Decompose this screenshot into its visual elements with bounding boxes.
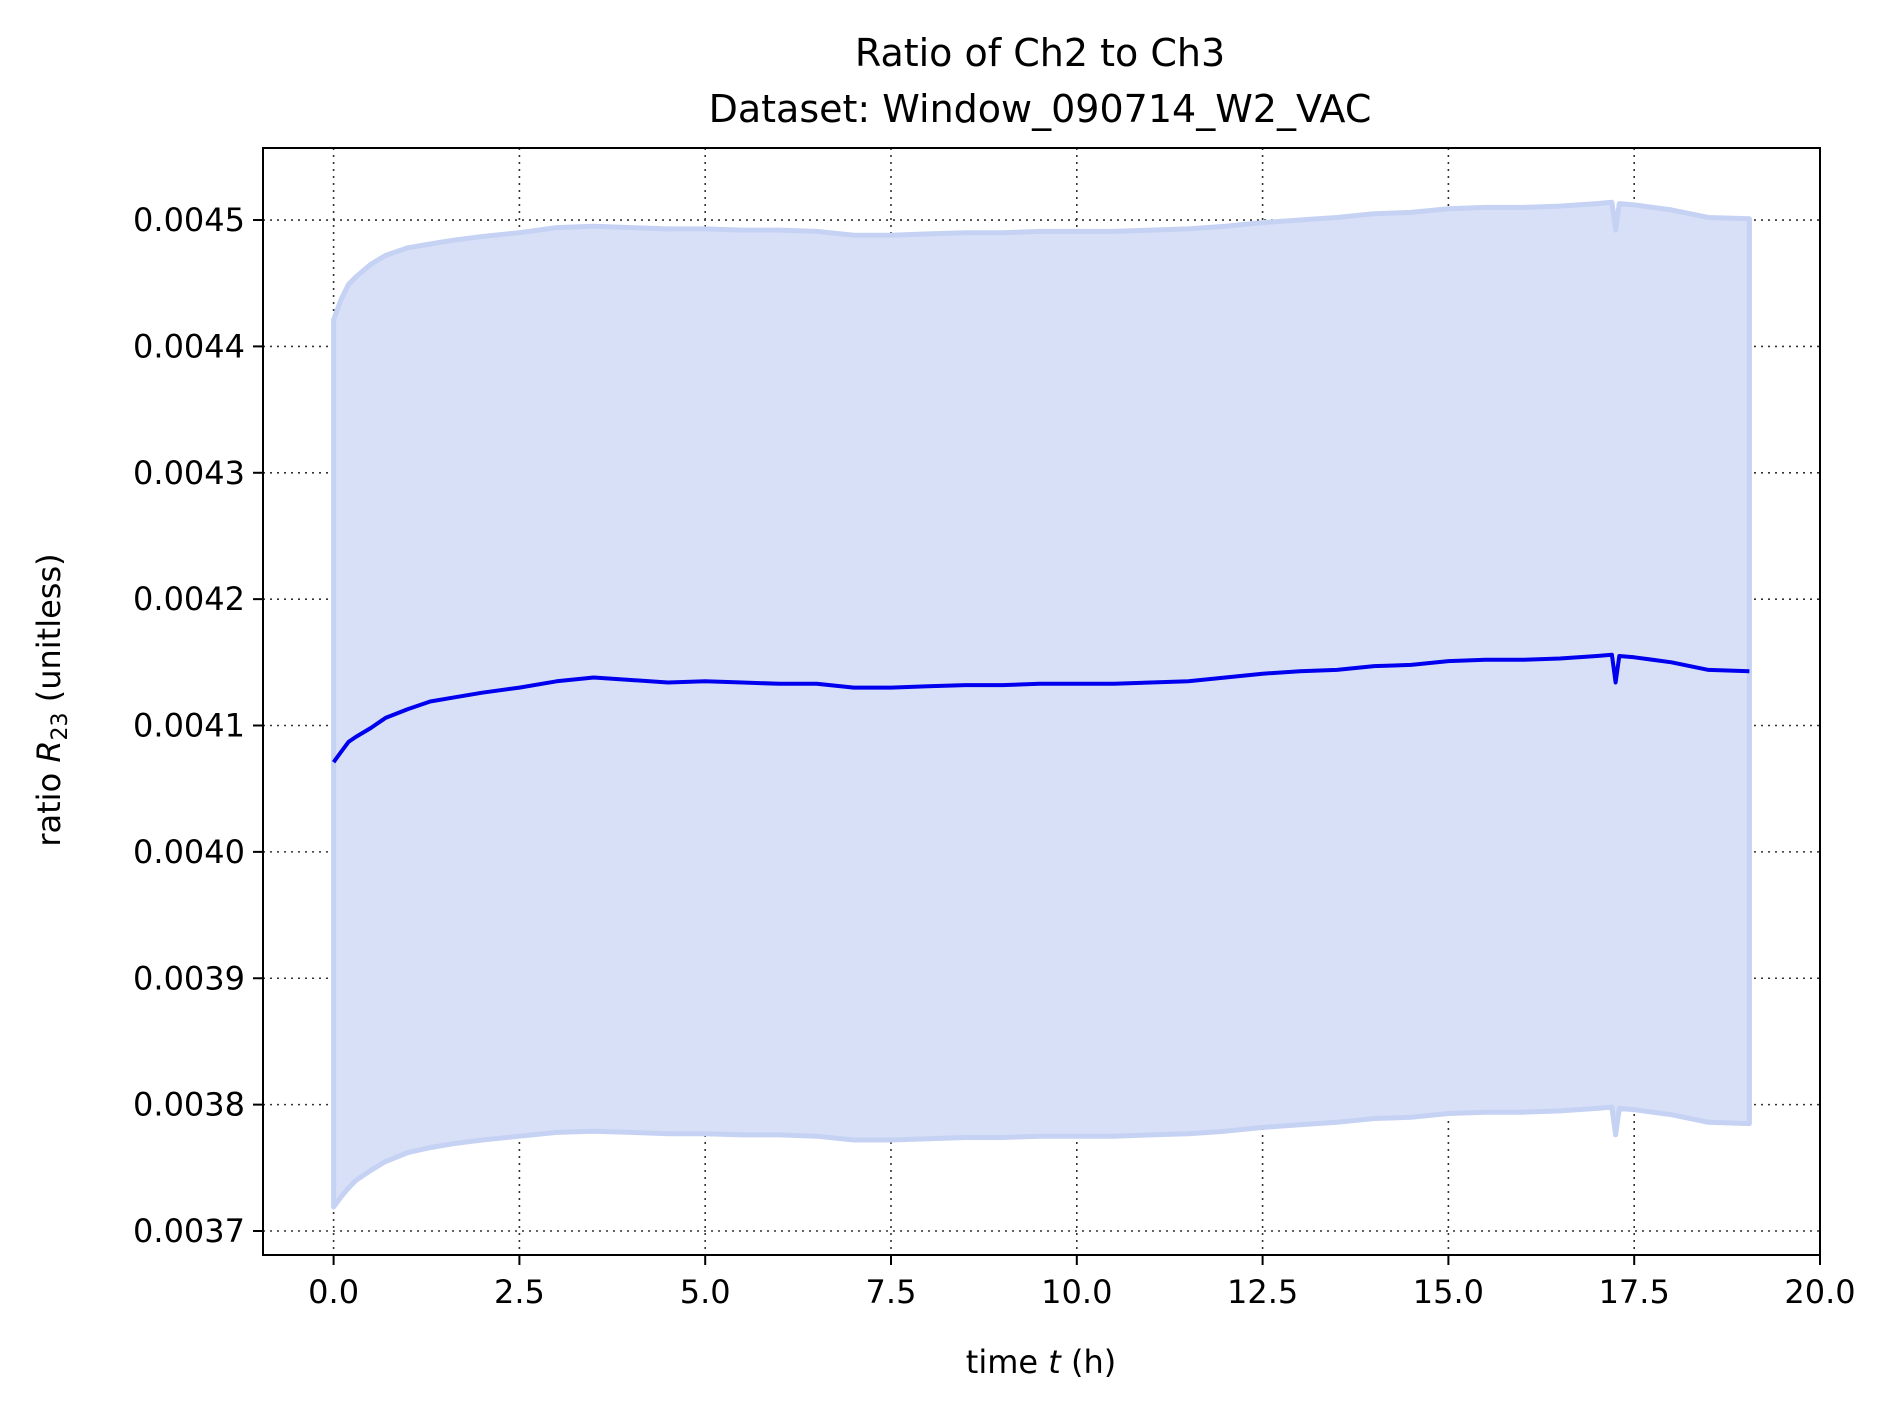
y-tick-label-2: 0.0039 (133, 959, 245, 997)
x-axis-label-variable: t (1048, 1343, 1062, 1381)
x-tick-label-0: 0.0 (308, 1273, 359, 1311)
y-tick-label-8: 0.0045 (133, 201, 245, 239)
x-tick-label-8: 20.0 (1784, 1273, 1855, 1311)
x-tick-label-1: 2.5 (494, 1273, 545, 1311)
y-tick-label-0: 0.0037 (133, 1212, 245, 1250)
x-axis-label-suffix: (h) (1061, 1343, 1116, 1381)
x-axis-label-prefix: time (966, 1343, 1048, 1381)
y-tick-label-6: 0.0043 (133, 454, 245, 492)
x-tick-label-5: 12.5 (1227, 1273, 1298, 1311)
ratio-line-0 (331, 652, 1750, 764)
x-tick-label-2: 5.0 (680, 1273, 731, 1311)
y-axis-label-subscript: 23 (48, 712, 73, 740)
y-axis-ticks: 0.0037 0.0038 0.0039 0.0040 0.0041 0.0042 0.00… (133, 201, 263, 1250)
x-tick-label-3: 7.5 (866, 1273, 917, 1311)
x-tick-label-7: 17.5 (1599, 1273, 1670, 1311)
x-tick-label-4: 10.0 (1041, 1273, 1112, 1311)
y-axis-label-suffix: (unitless) (30, 553, 68, 712)
y-tick-label-5: 0.0042 (133, 580, 245, 618)
x-axis-label: time t (h) (966, 1343, 1116, 1381)
chart-title-line2: Dataset: Window_090714_W2_VAC (709, 87, 1372, 131)
y-tick-label-4: 0.0041 (133, 707, 245, 745)
y-axis-label-prefix: ratio (30, 763, 68, 847)
plot-frame (262, 147, 1821, 1256)
uncertainty-band-group (331, 199, 1752, 1210)
data-line-group (331, 652, 1750, 764)
y-tick-label-1: 0.0038 (133, 1086, 245, 1124)
y-tick-label-3: 0.0040 (133, 833, 245, 871)
uncertainty-band-0 (331, 199, 1752, 1210)
x-tick-label-6: 15.0 (1413, 1273, 1484, 1311)
chart-title-line1: Ratio of Ch2 to Ch3 (855, 31, 1225, 75)
x-axis-ticks: 0.0 2.5 5.0 7.5 10.0 12.5 15.0 17.5 20.0 (308, 1255, 1856, 1311)
y-tick-label-7: 0.0044 (133, 327, 245, 365)
y-axis-label-variable: R (30, 740, 68, 762)
y-axis-label: ratio R23 (unitless) (30, 553, 73, 846)
